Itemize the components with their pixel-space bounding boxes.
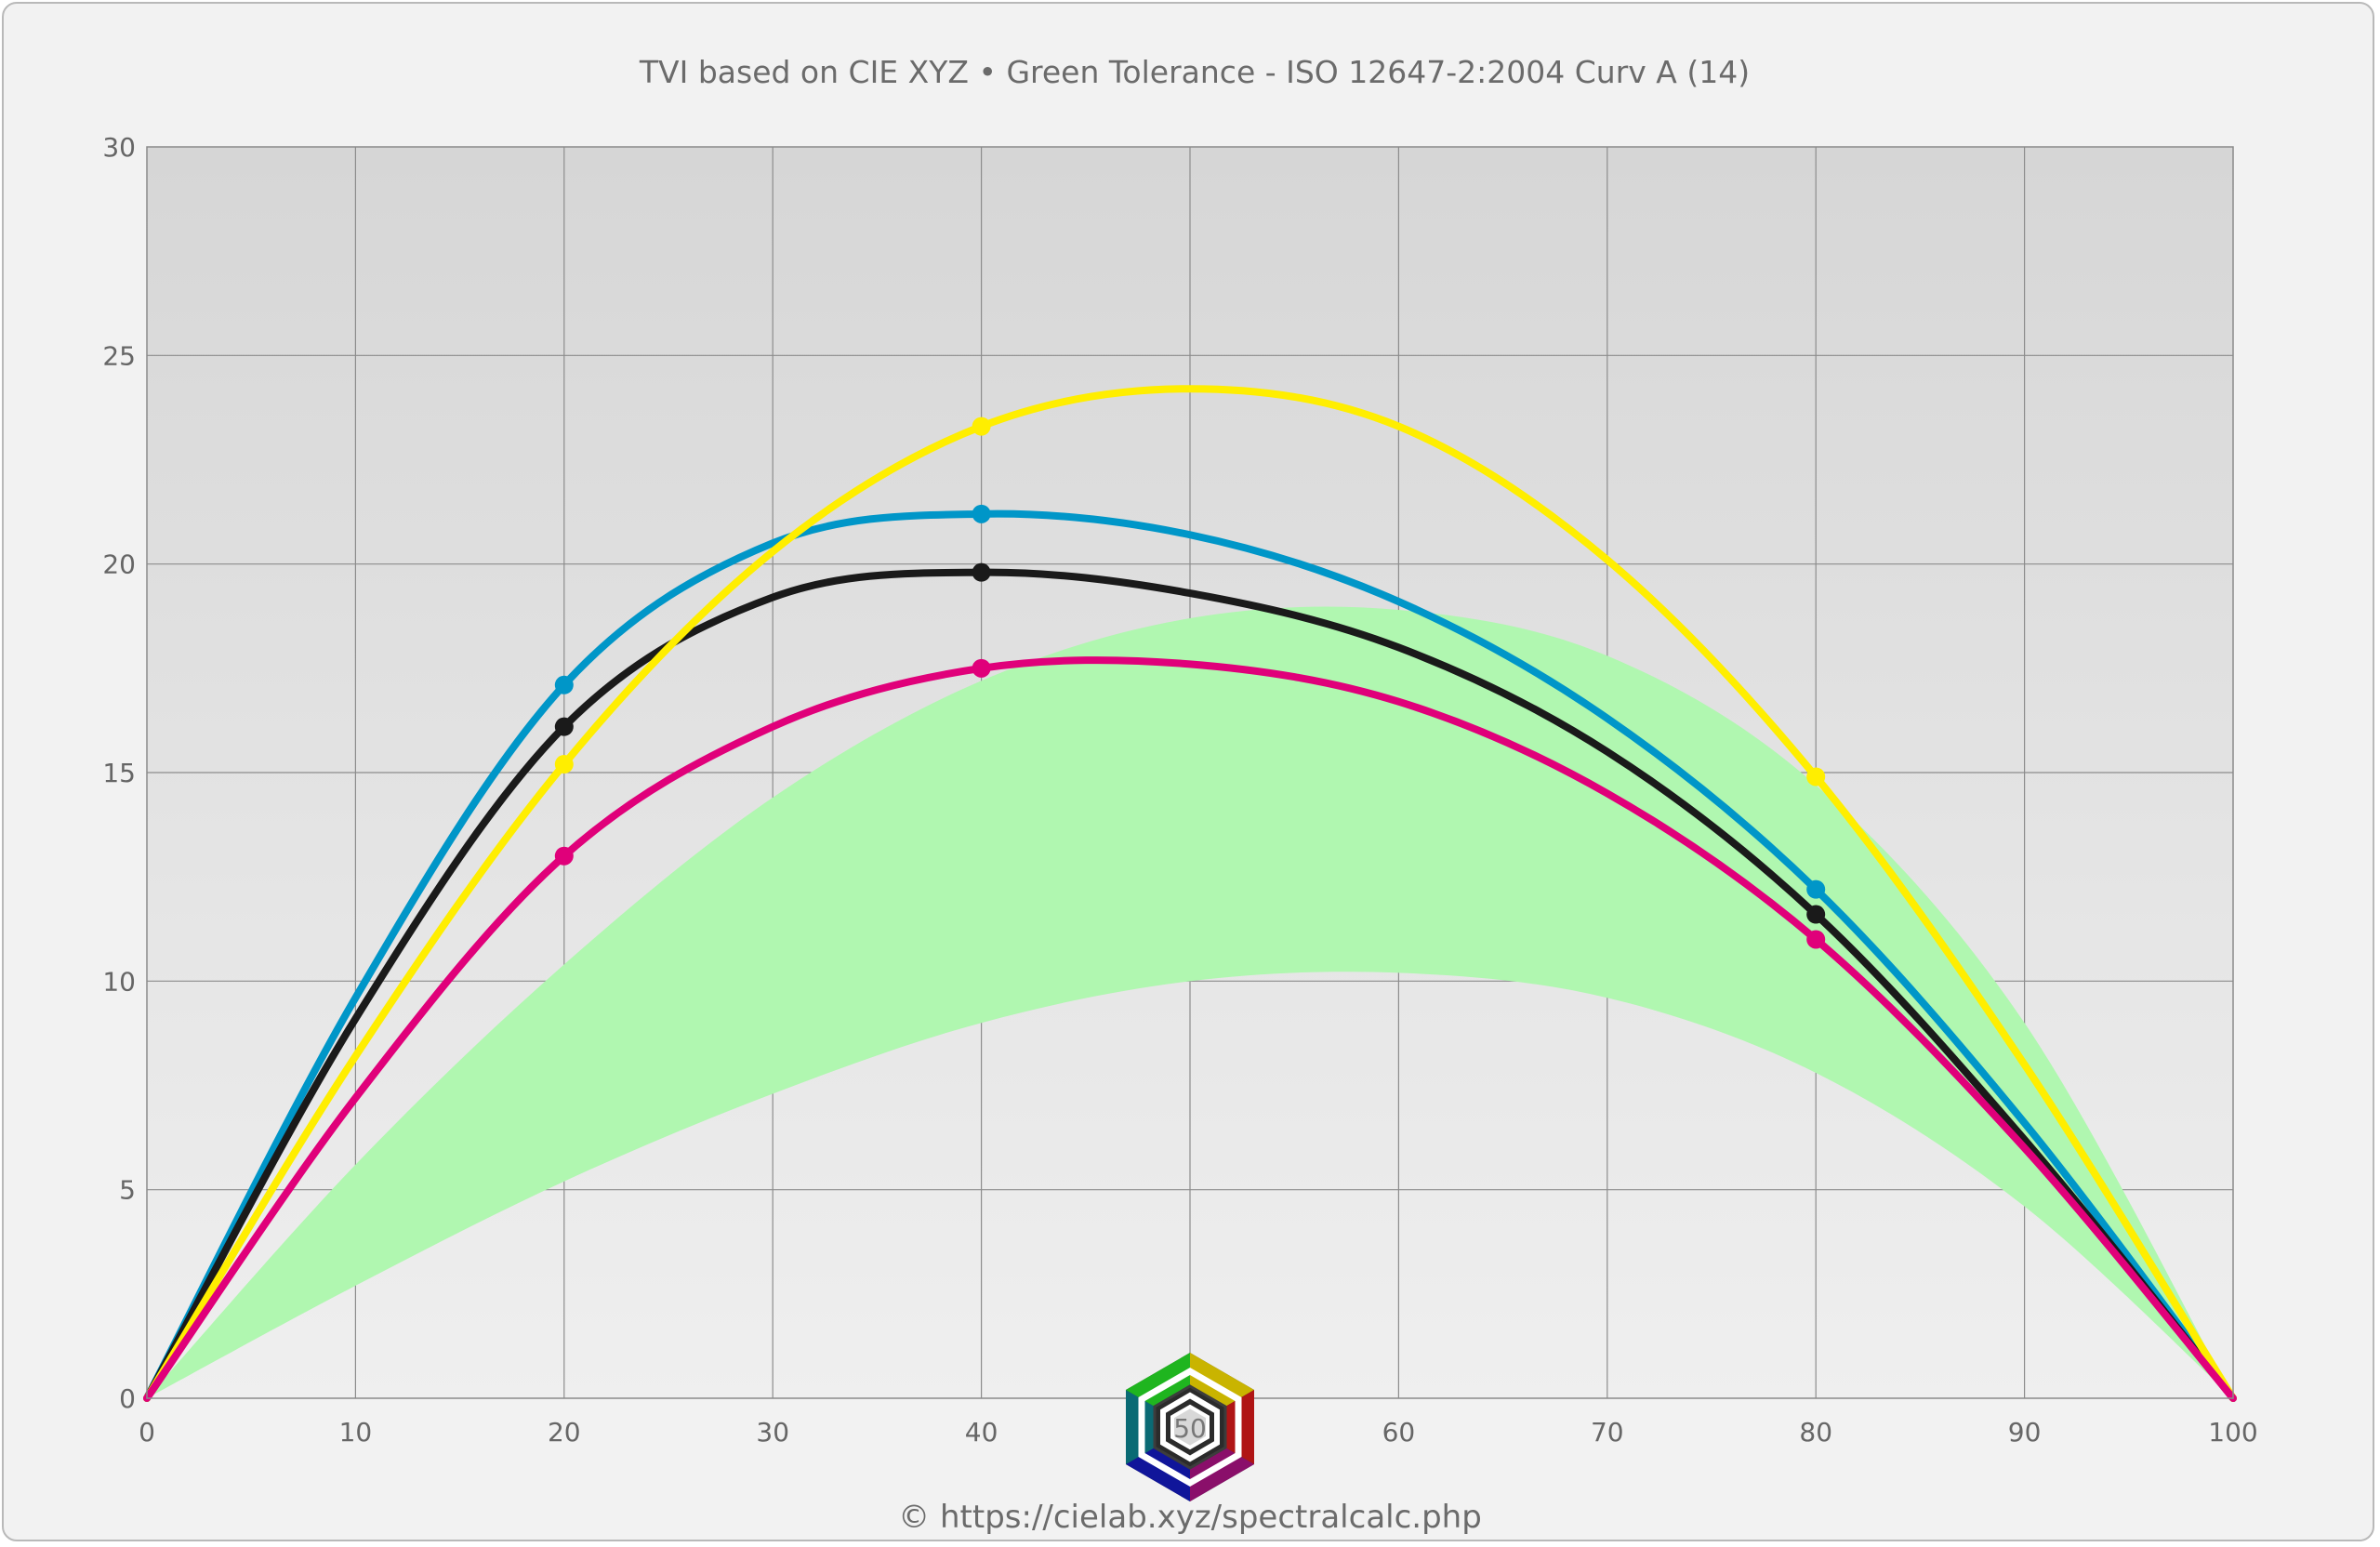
footer-credit: © https://cielab.xyz/spectralcalc.php — [898, 1499, 1482, 1536]
series-2-marker — [554, 755, 574, 774]
y-tick-label: 10 — [102, 966, 136, 997]
x-tick-label: 80 — [1799, 1417, 1832, 1448]
logo-ring-4 — [1170, 1404, 1210, 1450]
series-line-3 — [143, 656, 2237, 1402]
series-1-marker — [1806, 905, 1826, 924]
chart-title: TVI based on CIE XYZ • Green Tolerance -… — [639, 54, 1750, 90]
y-tick-label: 5 — [119, 1175, 136, 1206]
series-3-marker — [1806, 930, 1826, 949]
series-line-2 — [143, 385, 2237, 1402]
series-3-marker — [972, 658, 991, 678]
series-2-marker — [972, 416, 991, 436]
x-tick-label: 70 — [1591, 1417, 1624, 1448]
series-3-marker — [554, 846, 574, 866]
series-1-marker — [554, 717, 574, 736]
x-tick-label: 100 — [2208, 1417, 2257, 1448]
series-0-marker — [554, 675, 574, 694]
logo-label: 50 — [1173, 1413, 1207, 1444]
logo-ring-3 — [1160, 1392, 1220, 1462]
tolerance-band-layer — [147, 606, 2233, 1398]
x-tick-label: 20 — [548, 1417, 581, 1448]
marker-layer — [554, 416, 1826, 949]
y-tick-label: 30 — [102, 132, 136, 163]
series-0-marker — [1806, 879, 1826, 899]
series-2-marker — [1806, 767, 1826, 787]
y-tick-label: 0 — [119, 1383, 136, 1414]
tolerance-band — [147, 606, 2233, 1398]
y-tick-label: 20 — [102, 549, 136, 580]
logo-ring-1 — [1138, 1367, 1242, 1488]
x-tick-label: 0 — [139, 1417, 155, 1448]
x-tick-label: 10 — [339, 1417, 373, 1448]
x-tick-label: 60 — [1382, 1417, 1416, 1448]
x-tick-label: 40 — [965, 1417, 998, 1448]
series-layer — [143, 385, 2237, 1402]
hexagon-logo: 50 — [1126, 1353, 1254, 1501]
series-line-1 — [143, 568, 2237, 1402]
y-tick-label: 25 — [102, 340, 136, 371]
x-tick-label: 90 — [2008, 1417, 2042, 1448]
series-line-0 — [143, 509, 2237, 1402]
series-0-marker — [972, 504, 991, 523]
y-tick-label: 15 — [102, 758, 136, 788]
x-tick-label: 30 — [756, 1417, 789, 1448]
series-1-marker — [972, 562, 991, 582]
